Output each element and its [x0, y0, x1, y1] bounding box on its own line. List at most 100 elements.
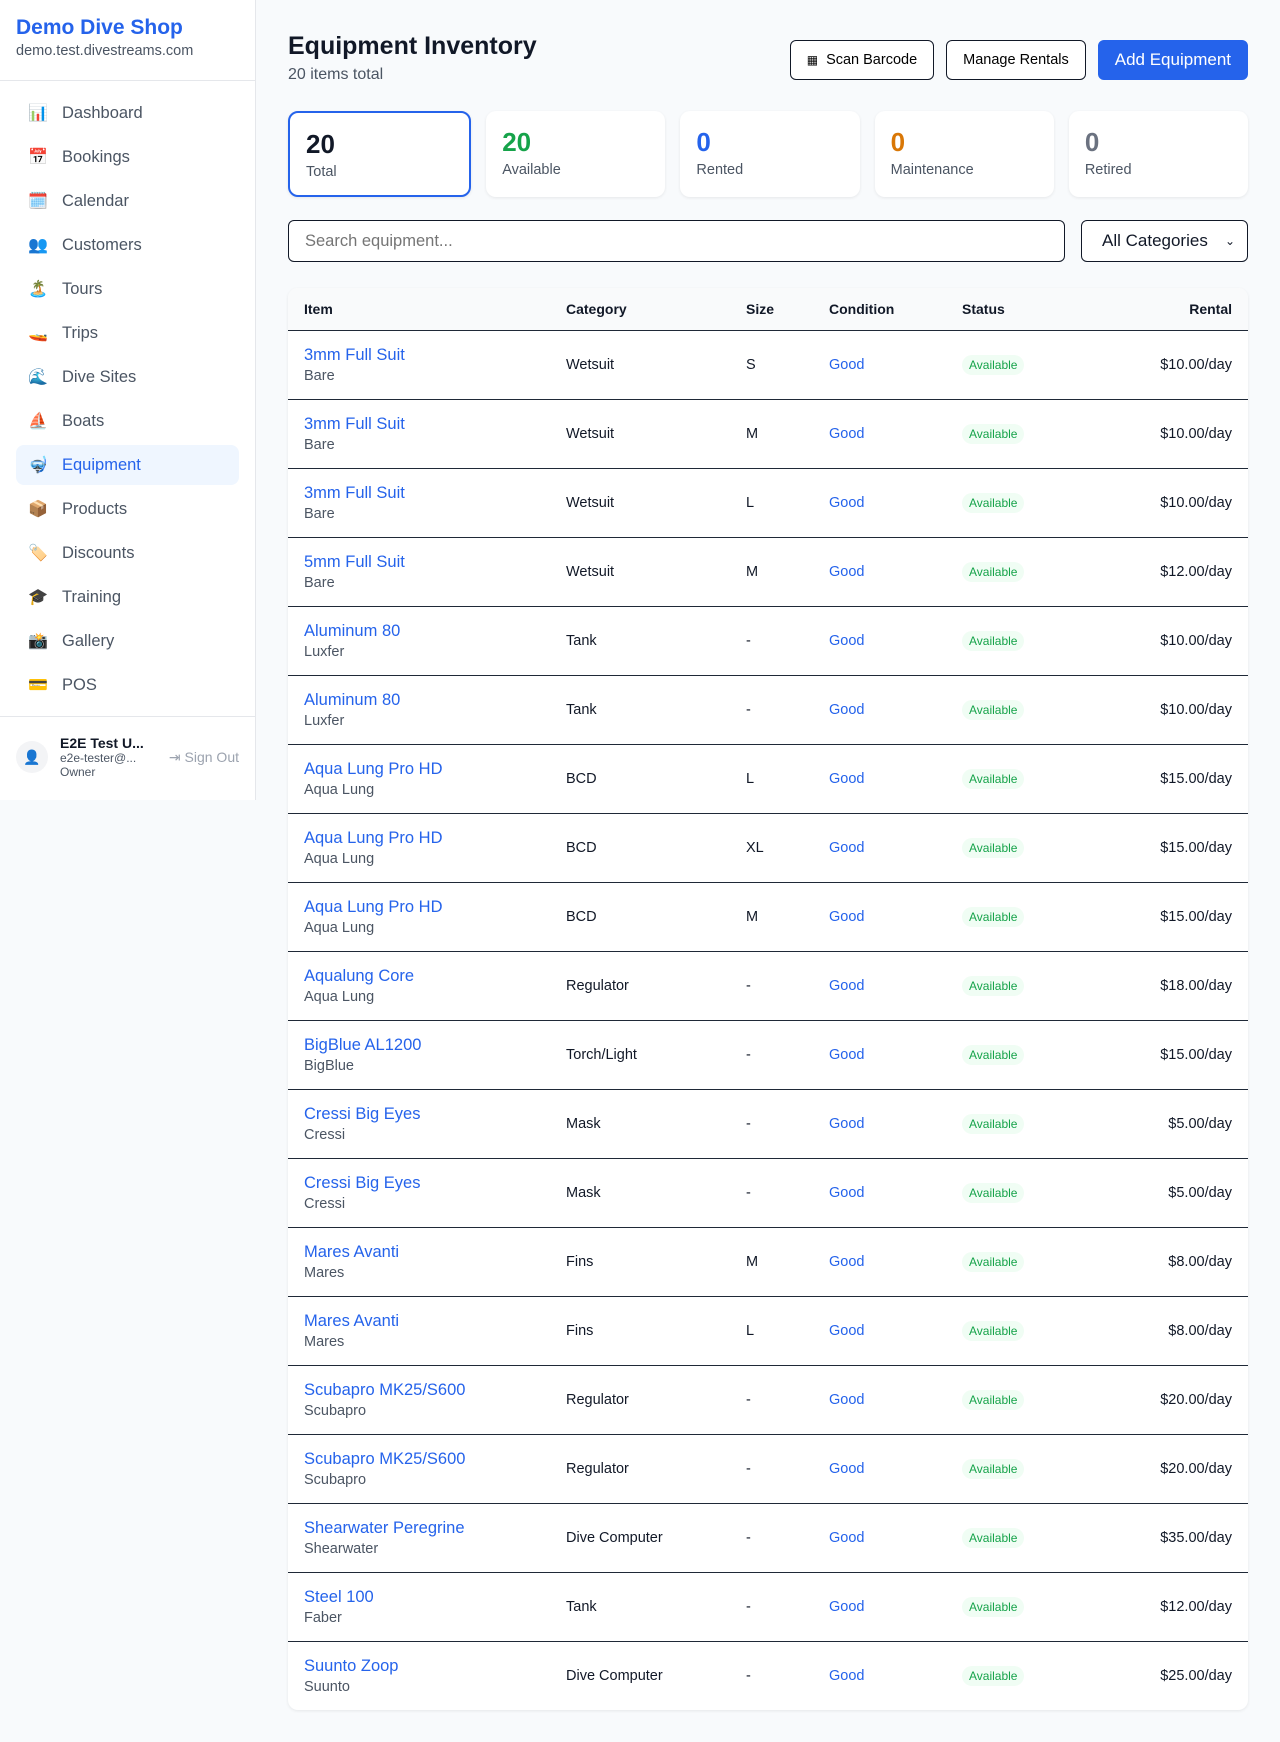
item-rental-rate: $25.00/day	[1160, 1668, 1232, 1684]
trips-icon: 🚤	[28, 325, 48, 342]
status-badge: Available	[962, 1597, 1025, 1617]
stat-card-available[interactable]: 20 Available	[486, 111, 666, 197]
item-name-link[interactable]: Mares Avanti	[304, 1243, 400, 1261]
sidebar-item-label: Calendar	[62, 191, 129, 210]
sidebar-item-equipment[interactable]: 🤿 Equipment	[16, 445, 239, 485]
sidebar-item-pos[interactable]: 💳 POS	[16, 665, 239, 705]
boats-icon: ⛵	[28, 413, 48, 430]
sidebar-item-products[interactable]: 📦 Products	[16, 489, 239, 529]
sign-out-icon: ⇥	[168, 748, 185, 765]
item-name-link[interactable]: 3mm Full Suit	[304, 415, 405, 433]
sidebar-item-gallery[interactable]: 📸 Gallery	[16, 621, 239, 661]
sidebar-item-training[interactable]: 🎓 Training	[16, 577, 239, 617]
item-name-link[interactable]: 3mm Full Suit	[304, 484, 405, 502]
stat-value: 0	[890, 127, 906, 157]
table-row: Aluminum 80 Luxfer Tank - Good Available …	[288, 606, 1248, 675]
sidebar-item-dashboard[interactable]: 📊 Dashboard	[16, 93, 239, 133]
item-size: -	[746, 702, 751, 718]
item-condition: Good	[829, 771, 865, 787]
item-name-link[interactable]: Aqualung Core	[304, 967, 415, 985]
item-rental-rate: $10.00/day	[1160, 633, 1232, 649]
status-badge: Available	[962, 700, 1025, 720]
add-equipment-button[interactable]: Add Equipment	[1097, 40, 1248, 80]
item-rental-rate: $8.00/day	[1168, 1254, 1232, 1270]
item-category: Wetsuit	[566, 426, 615, 442]
table-row: 3mm Full Suit Bare Wetsuit L Good Availab…	[288, 468, 1248, 537]
chevron-down-icon: ⌄	[1224, 234, 1235, 248]
customers-icon: 👥	[28, 237, 48, 254]
sidebar-item-customers[interactable]: 👥 Customers	[16, 225, 239, 265]
item-brand: BigBlue	[304, 1058, 354, 1074]
table-row: Aqua Lung Pro HD Aqua Lung BCD L Good Ava…	[288, 744, 1248, 813]
sidebar-item-boats[interactable]: ⛵ Boats	[16, 401, 239, 441]
table-row: Mares Avanti Mares Fins L Good Available …	[288, 1296, 1248, 1365]
item-name-link[interactable]: Cressi Big Eyes	[304, 1174, 421, 1192]
item-brand: Cressi	[304, 1196, 346, 1212]
status-badge: Available	[962, 1045, 1025, 1065]
shop-name[interactable]: Demo Dive Shop	[16, 16, 183, 39]
item-category: Mask	[566, 1185, 601, 1201]
item-name-link[interactable]: Aluminum 80	[304, 691, 401, 709]
stat-label: Rented	[696, 162, 744, 178]
scan-barcode-button[interactable]: ▦ Scan Barcode	[789, 40, 935, 80]
sidebar-item-trips[interactable]: 🚤 Trips	[16, 313, 239, 353]
sign-out-button[interactable]: ⇥ Sign Out	[169, 749, 239, 766]
item-category: Regulator	[566, 1461, 629, 1477]
table-row: Steel 100 Faber Tank - Good Available $12…	[288, 1572, 1248, 1641]
category-select[interactable]: All Categories ⌄	[1081, 220, 1248, 262]
item-brand: Bare	[304, 506, 335, 522]
search-input[interactable]	[288, 220, 1065, 262]
item-category: Tank	[566, 633, 597, 649]
status-badge: Available	[962, 1528, 1025, 1548]
item-name-link[interactable]: Aqua Lung Pro HD	[304, 898, 443, 916]
status-badge: Available	[962, 838, 1025, 858]
page-title: Equipment Inventory	[288, 32, 537, 60]
item-name-link[interactable]: 5mm Full Suit	[304, 553, 405, 571]
stat-card-retired[interactable]: 0 Retired	[1068, 111, 1249, 197]
item-name-link[interactable]: Aqua Lung Pro HD	[304, 760, 443, 778]
item-name-link[interactable]: Mares Avanti	[304, 1312, 400, 1330]
tours-icon: 🏝️	[28, 281, 48, 298]
training-icon: 🎓	[28, 589, 48, 606]
stat-card-total[interactable]: 20 Total	[288, 111, 472, 197]
item-name-link[interactable]: Aqua Lung Pro HD	[304, 829, 443, 847]
table-row: 5mm Full Suit Bare Wetsuit M Good Availab…	[288, 537, 1248, 606]
item-name-link[interactable]: Suunto Zoop	[304, 1657, 399, 1675]
table-row: 3mm Full Suit Bare Wetsuit M Good Availab…	[288, 399, 1248, 468]
sidebar-item-discounts[interactable]: 🏷️ Discounts	[16, 533, 239, 573]
discounts-icon: 🏷️	[28, 545, 48, 562]
item-brand: Scubapro	[304, 1472, 367, 1488]
manage-rentals-button[interactable]: Manage Rentals	[946, 40, 1086, 80]
status-badge: Available	[962, 1183, 1025, 1203]
item-category: Dive Computer	[566, 1668, 663, 1684]
item-category: Wetsuit	[566, 357, 615, 373]
category-value: All Categories	[1102, 231, 1208, 250]
item-name-link[interactable]: Scubapro MK25/S600	[304, 1450, 466, 1468]
sidebar-item-bookings[interactable]: 📅 Bookings	[16, 137, 239, 177]
table-row: BigBlue AL1200 BigBlue Torch/Light - Good…	[288, 1020, 1248, 1089]
item-brand: Aqua Lung	[304, 920, 375, 936]
item-name-link[interactable]: Cressi Big Eyes	[304, 1105, 421, 1123]
stat-card-maintenance[interactable]: 0 Maintenance	[874, 111, 1054, 197]
item-name-link[interactable]: BigBlue AL1200	[304, 1036, 422, 1054]
item-name-link[interactable]: 3mm Full Suit	[304, 346, 405, 364]
sidebar-item-calendar[interactable]: 🗓️ Calendar	[16, 181, 239, 221]
item-name-link[interactable]: Scubapro MK25/S600	[304, 1381, 466, 1399]
sidebar-item-label: Discounts	[62, 543, 135, 562]
item-name-link[interactable]: Steel 100	[304, 1588, 374, 1606]
equipment-icon: 🤿	[28, 457, 48, 474]
item-category: Fins	[566, 1254, 594, 1270]
column-header: Status	[962, 301, 1005, 317]
sidebar-item-dive-sites[interactable]: 🌊 Dive Sites	[16, 357, 239, 397]
column-header: Rental	[1189, 301, 1232, 317]
brand: Demo Dive Shop demo.test.divestreams.com	[0, 0, 255, 81]
item-name-link[interactable]: Shearwater Peregrine	[304, 1519, 465, 1537]
item-category: Tank	[566, 702, 597, 718]
item-name-link[interactable]: Aluminum 80	[304, 622, 401, 640]
calendar-icon: 🗓️	[28, 193, 48, 210]
sidebar-item-tours[interactable]: 🏝️ Tours	[16, 269, 239, 309]
item-size: -	[746, 1668, 751, 1684]
item-brand: Bare	[304, 575, 335, 591]
pos-icon: 💳	[28, 677, 48, 694]
stat-card-rented[interactable]: 0 Rented	[680, 111, 860, 197]
